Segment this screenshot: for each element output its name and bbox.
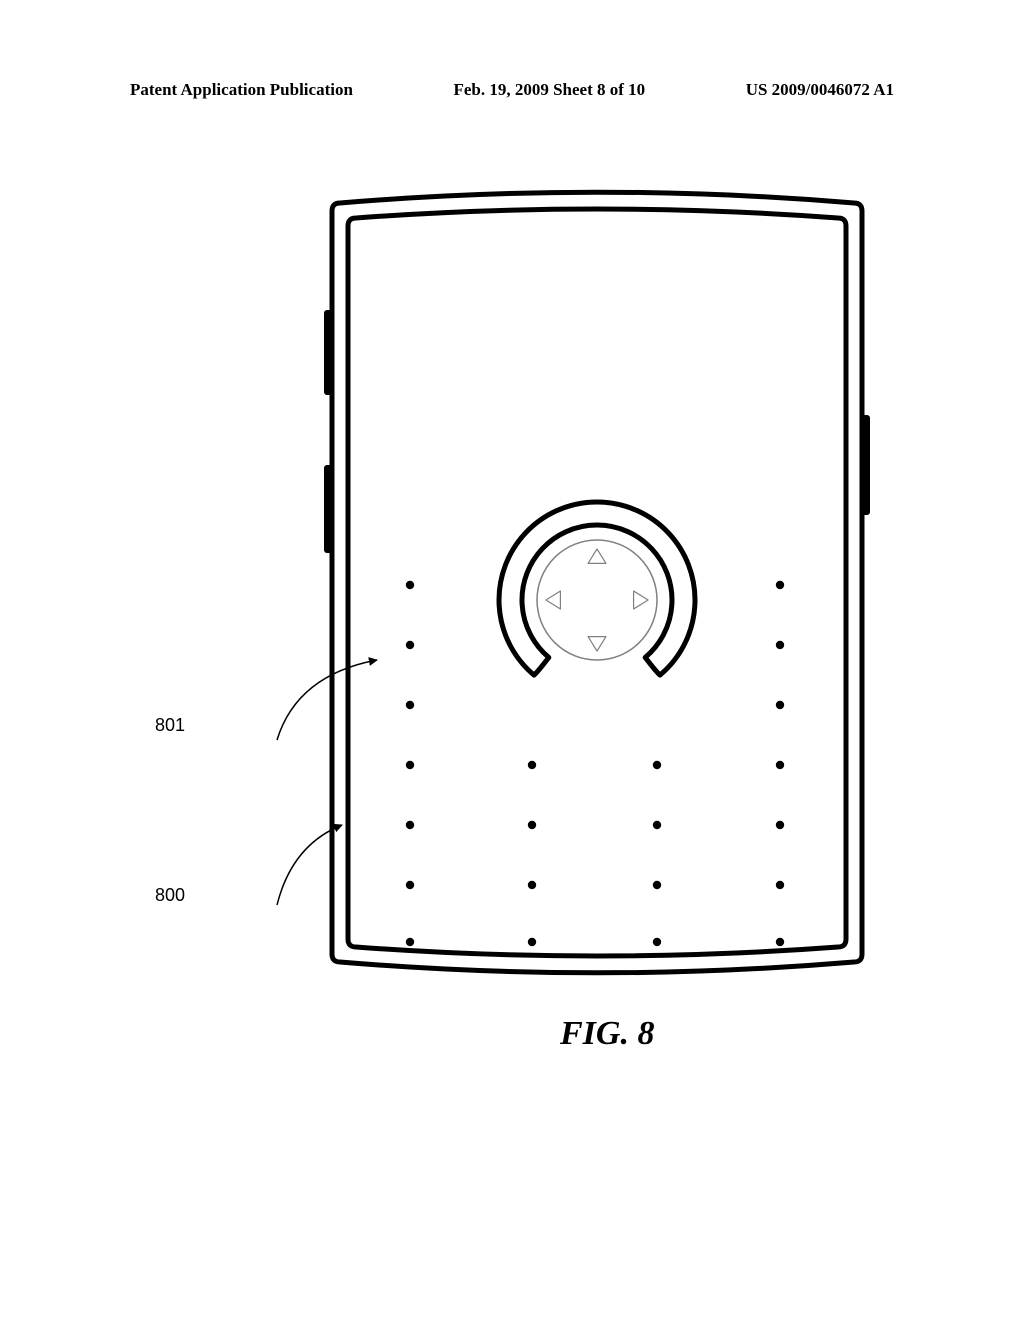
- figure-label: FIG. 8: [560, 1015, 654, 1053]
- header-date-sheet: Feb. 19, 2009 Sheet 8 of 10: [453, 80, 645, 100]
- header-publication: Patent Application Publication: [130, 80, 353, 100]
- page-header: Patent Application Publication Feb. 19, …: [0, 80, 1024, 100]
- reference-label-800: 800: [155, 885, 185, 906]
- reference-label-801: 801: [155, 715, 185, 736]
- figure-8-drawing: [252, 175, 782, 970]
- device-svg: [252, 175, 902, 995]
- header-patent-number: US 2009/0046072 A1: [746, 80, 894, 100]
